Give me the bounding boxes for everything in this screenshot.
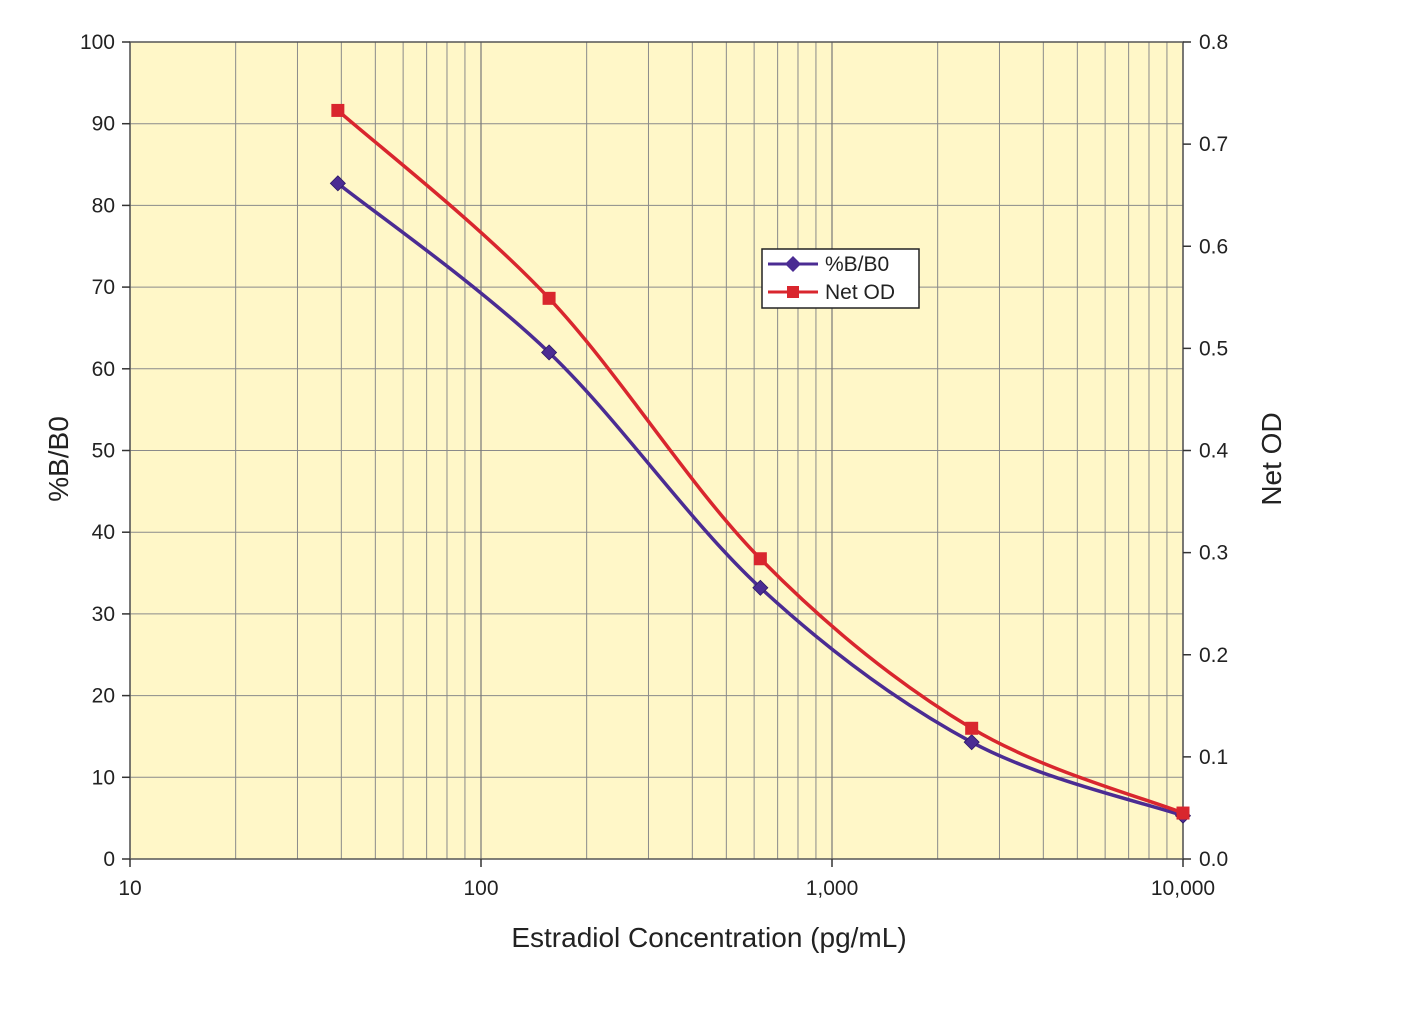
left-tick-label: 70 — [92, 276, 115, 299]
legend: %B/B0 Net OD — [761, 248, 920, 309]
right-tick-label: 0.4 — [1199, 440, 1229, 463]
right-tick-label: 0.2 — [1199, 644, 1228, 667]
data-point-bb0 — [329, 175, 346, 192]
x-tick-label: 10 — [118, 877, 141, 900]
data-point-net-od — [542, 291, 556, 305]
x-tick-label: 10,000 — [1151, 877, 1215, 900]
data-point-net-od — [965, 721, 979, 735]
x-tick-label: 100 — [463, 877, 498, 900]
legend-label-bb0: %B/B0 — [825, 253, 889, 276]
x-axis-ticks: 10 100 1,000 10,000 — [118, 859, 1215, 900]
left-tick-label: 30 — [92, 603, 115, 626]
data-point-net-od — [331, 103, 345, 117]
y2-axis-title: Net OD — [1256, 412, 1287, 505]
left-tick-label: 60 — [92, 358, 115, 381]
data-point-bb0 — [541, 344, 558, 361]
left-tick-label: 50 — [92, 440, 115, 463]
right-tick-label: 0.0 — [1199, 848, 1228, 871]
legend-marker-netod — [787, 286, 799, 298]
legend-label-netod: Net OD — [825, 281, 895, 304]
left-axis-ticks: 0 10 20 30 40 50 60 70 80 90 100 — [80, 31, 130, 871]
right-tick-label: 0.1 — [1199, 746, 1228, 769]
right-axis-ticks: 0.0 0.1 0.2 0.3 0.4 0.5 0.6 0.7 0.8 — [1183, 31, 1229, 871]
series-layer — [329, 103, 1192, 824]
x-tick-label: 1,000 — [806, 877, 859, 900]
legend-marker-bb0 — [785, 256, 801, 272]
data-point-bb0 — [752, 579, 769, 596]
right-tick-label: 0.7 — [1199, 133, 1228, 156]
legend-box — [761, 248, 920, 309]
left-tick-label: 0 — [103, 848, 115, 871]
left-tick-label: 10 — [92, 766, 115, 789]
left-tick-label: 90 — [92, 113, 115, 136]
right-tick-label: 0.8 — [1199, 31, 1228, 54]
left-tick-label: 100 — [80, 31, 115, 54]
data-point-bb0 — [963, 734, 980, 751]
left-tick-label: 80 — [92, 194, 115, 217]
x-axis-title: Estradiol Concentration (pg/mL) — [511, 922, 906, 953]
right-tick-label: 0.5 — [1199, 337, 1228, 360]
left-tick-label: 20 — [92, 685, 115, 708]
right-tick-label: 0.6 — [1199, 235, 1228, 258]
right-tick-label: 0.3 — [1199, 542, 1228, 565]
data-point-net-od — [1176, 806, 1190, 820]
y-axis-title: %B/B0 — [43, 416, 74, 502]
left-tick-label: 40 — [92, 521, 115, 544]
data-point-net-od — [753, 552, 767, 566]
